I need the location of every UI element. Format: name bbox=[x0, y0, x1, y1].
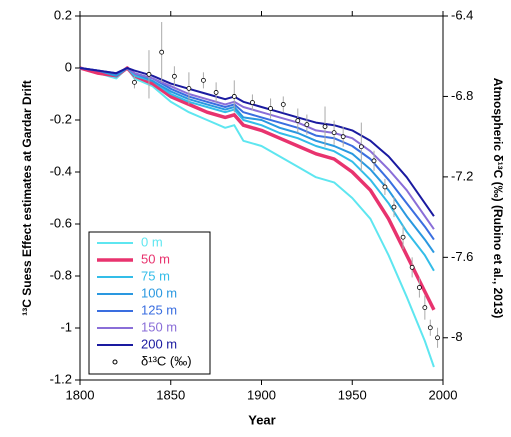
legend-marker bbox=[112, 359, 118, 365]
scatter-point bbox=[409, 264, 415, 270]
y2-tick-label: -6.8 bbox=[451, 88, 473, 103]
scatter-point bbox=[371, 158, 377, 164]
scatter-point bbox=[146, 71, 152, 77]
y2-tick-label: -6.4 bbox=[451, 7, 473, 22]
scatter-point bbox=[186, 85, 192, 91]
scatter-point bbox=[382, 184, 388, 190]
scatter-point bbox=[295, 118, 301, 123]
legend-label: 75 m bbox=[141, 268, 170, 283]
scatter-point bbox=[159, 49, 165, 55]
legend-label: δ¹³C (‰) bbox=[141, 353, 192, 368]
y-tick-label: -0.6 bbox=[50, 215, 72, 230]
scatter-point bbox=[322, 124, 328, 130]
legend-label: 150 m bbox=[141, 319, 177, 334]
legend-label: 50 m bbox=[141, 251, 170, 266]
y-tick-label: 0 bbox=[65, 59, 72, 74]
y-tick-label: -1 bbox=[60, 319, 72, 334]
x-tick-label: 1800 bbox=[66, 387, 95, 402]
scatter-point bbox=[358, 144, 364, 150]
legend-label: 125 m bbox=[141, 302, 177, 317]
legend-box bbox=[88, 231, 211, 375]
y-tick-label: -0.4 bbox=[50, 163, 72, 178]
y2-tick-label: -8 bbox=[451, 329, 463, 344]
y-tick-label: -1.2 bbox=[50, 371, 72, 386]
x-tick-label: 1900 bbox=[247, 387, 276, 402]
scatter-point bbox=[201, 77, 206, 83]
legend-label: 200 m bbox=[141, 336, 177, 351]
legend-label: 100 m bbox=[141, 285, 177, 300]
series-line bbox=[79, 67, 435, 241]
x-tick-label: 1950 bbox=[338, 387, 367, 402]
series-line bbox=[79, 67, 435, 217]
y2-tick-label: -7.6 bbox=[451, 249, 473, 264]
y2-axis-label: Atmospheric δ¹³C (‰) (Rubino et al., 201… bbox=[491, 78, 505, 319]
scatter-point bbox=[340, 134, 346, 140]
scatter-point bbox=[280, 102, 286, 107]
scatter-point bbox=[250, 100, 255, 105]
scatter-point bbox=[417, 285, 422, 290]
series-line bbox=[79, 67, 435, 230]
scatter-point bbox=[435, 335, 440, 341]
scatter-point bbox=[171, 73, 177, 79]
x-tick-label: 2000 bbox=[429, 387, 458, 402]
scatter-point bbox=[331, 130, 337, 136]
y-axis-label: ¹³C Suess Effect estimates at Gardar Dri… bbox=[20, 80, 34, 315]
y-tick-label: -0.2 bbox=[50, 111, 72, 126]
scatter-point bbox=[427, 325, 433, 331]
legend-label: 0 m bbox=[141, 234, 163, 249]
y-tick-label: -0.8 bbox=[50, 267, 72, 282]
x-axis-label: Year bbox=[248, 412, 275, 427]
series-line bbox=[79, 67, 435, 272]
scatter-point bbox=[400, 234, 406, 240]
scatter-point bbox=[132, 79, 137, 85]
scatter-point bbox=[304, 122, 310, 127]
scatter-point bbox=[213, 90, 219, 95]
scatter-point bbox=[422, 305, 428, 311]
scatter-point bbox=[391, 204, 397, 210]
scatter-point bbox=[231, 94, 237, 99]
scatter-point bbox=[268, 106, 273, 111]
x-tick-label: 1850 bbox=[156, 387, 185, 402]
y2-tick-label: -7.2 bbox=[451, 168, 473, 183]
y-tick-label: 0.2 bbox=[54, 7, 72, 22]
